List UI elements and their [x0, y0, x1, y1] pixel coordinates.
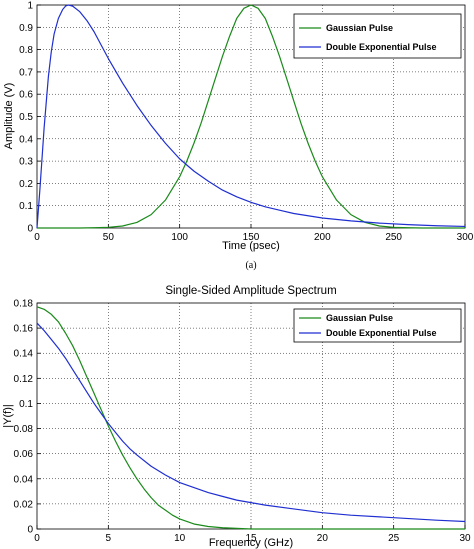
chart1-x-tick-label: 0	[34, 232, 40, 243]
chart2-x-tick-label: 30	[459, 533, 471, 544]
chart2-x-tick-label: 15	[245, 533, 257, 544]
chart1-series	[36, 4, 466, 229]
chart2-title: Single-Sided Amplitude Spectrum	[165, 285, 336, 297]
chart1-series-line-gaussian	[37, 4, 465, 229]
chart1-x-tick-label: 200	[314, 232, 331, 243]
chart1-x-axis-label: Time (psec)	[222, 240, 280, 252]
chart2-legend-label-double-exp: Double Exponential Pulse	[326, 328, 437, 338]
chart1-x-tick-label: 150	[243, 232, 260, 243]
chart2-x-tick-label: 10	[174, 533, 186, 544]
chart2-legend-label-gaussian: Gaussian Pulse	[326, 313, 393, 323]
chart2-ticks: 0 5 10 15 20 25 30 0 0.02 0.04 0.06 0.08 0.1 0.12 0.14…	[14, 299, 471, 545]
chart2-x-tick-label: 20	[317, 533, 329, 544]
chart2-series-line-gaussian	[36, 306, 465, 530]
chart1-x-tick-label: 100	[171, 232, 188, 243]
chart2-legend-box	[293, 308, 462, 343]
chart1-y-axis-label: Amplitude (V)	[3, 83, 15, 150]
chart1-series-line-double-exponential	[36, 4, 466, 229]
chart1-y-tick-label: 1	[27, 1, 33, 12]
chart1-x-tick-label: 50	[103, 232, 115, 243]
chart2-y-tick-label: 0.18	[14, 299, 34, 310]
chart2-y-axis-label: |Y(f)|	[2, 404, 14, 427]
frequency-spectrum-chart: Single-Sided Amplitude Spectrum 0 5 10 15 20…	[2, 285, 471, 549]
chart2-y-tick-label: 0.14	[14, 349, 34, 360]
chart1-x-tick-label: 300	[457, 232, 474, 243]
chart2-x-tick-label: 25	[388, 533, 400, 544]
chart1-y-tick-label: 0	[27, 224, 33, 235]
chart2-y-tick-label: 0.04	[14, 474, 34, 485]
chart2-x-tick-label: 0	[34, 533, 40, 544]
chart1-legend-label-double-exp: Double Exponential Pulse	[326, 42, 437, 52]
chart2-y-tick-label: 0.1	[19, 399, 33, 410]
chart1-y-tick-label: 0.3	[19, 157, 33, 168]
chart1-y-tick-label: 0.2	[19, 179, 33, 190]
chart2-x-axis-label: Frequency (GHz)	[209, 537, 293, 549]
chart2-y-tick-label: 0	[27, 525, 33, 536]
chart1-y-tick-label: 0.8	[19, 45, 33, 56]
chart2-y-tick-label: 0.06	[14, 449, 34, 460]
chart2-legend: Gaussian Pulse Double Exponential Pulse	[293, 308, 462, 343]
chart1-y-tick-label: 0.9	[19, 23, 33, 34]
chart1-ticks: 0 50 100 150 200 250 300 0 0.1 0.2 0.3 0.4 0.5 0.6 0.7…	[19, 1, 474, 244]
chart2-y-tick-label: 0.02	[14, 499, 34, 510]
chart2-y-tick-label: 0.08	[14, 424, 34, 435]
chart1-y-tick-label: 0.1	[19, 201, 33, 212]
chart1-y-tick-label: 0.5	[19, 112, 33, 123]
chart1-y-tick-label: 0.7	[19, 67, 33, 78]
chart1-x-tick-label: 250	[385, 232, 402, 243]
time-domain-chart: 0 50 100 150 200 250 300 0 0.1 0.2 0.3 0.4 0.5 0.6 0.7…	[3, 1, 474, 272]
chart2-y-tick-label: 0.16	[14, 324, 34, 335]
chart1-legend: Gaussian Pulse Double Exponential Pulse	[293, 13, 462, 59]
chart2-series-line-double-exponential	[36, 322, 466, 523]
chart1-y-tick-label: 0.6	[19, 90, 33, 101]
chart1-legend-label-gaussian: Gaussian Pulse	[326, 23, 393, 33]
chart2-series	[36, 306, 466, 530]
chart1-grid	[37, 5, 465, 228]
chart2-x-tick-label: 5	[106, 533, 112, 544]
chart2-y-tick-label: 0.12	[14, 374, 34, 385]
chart1-legend-box	[293, 13, 462, 59]
figure-caption-a: (a)	[245, 260, 256, 271]
chart1-y-tick-label: 0.4	[19, 134, 33, 145]
